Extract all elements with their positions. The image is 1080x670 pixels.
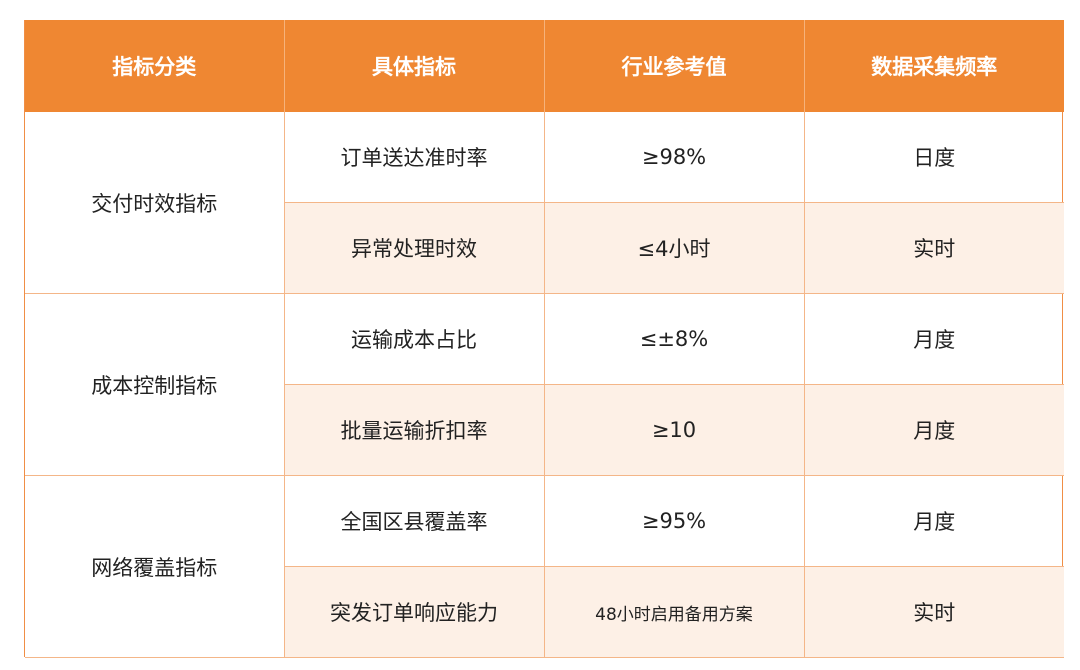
metric-cell: 批量运输折扣率 bbox=[284, 384, 545, 476]
reference-cell: ≤±8% bbox=[544, 293, 805, 385]
kpi-table: 指标分类 具体指标 行业参考值 数据采集频率 交付时效指标 订单送达准时率 ≥9… bbox=[25, 20, 1064, 658]
table-row: 交付时效指标 订单送达准时率 ≥98% 日度 bbox=[25, 112, 1064, 294]
table-row: 批量运输折扣率 ≥10 月度 bbox=[25, 384, 1064, 476]
frequency-cell: 日度 bbox=[804, 112, 1064, 203]
metric-cell: 异常处理时效 bbox=[284, 202, 545, 294]
category-cell: 成本控制指标 bbox=[25, 293, 285, 476]
table-row: 网络覆盖指标 全国区县覆盖率 ≥95% 月度 bbox=[25, 475, 1064, 658]
frequency-cell: 月度 bbox=[804, 475, 1064, 567]
reference-cell: 48小时启用备用方案 bbox=[544, 566, 805, 658]
reference-cell: ≥10 bbox=[544, 384, 805, 476]
metric-cell: 订单送达准时率 bbox=[284, 112, 545, 203]
table-row: 成本控制指标 运输成本占比 ≤±8% 月度 bbox=[25, 293, 1064, 476]
frequency-cell: 月度 bbox=[804, 293, 1064, 385]
table-header: 指标分类 具体指标 行业参考值 数据采集频率 bbox=[25, 20, 1064, 112]
header-metric: 具体指标 bbox=[284, 20, 545, 112]
frequency-cell: 实时 bbox=[804, 202, 1064, 294]
table-body: 交付时效指标 订单送达准时率 ≥98% 日度 异常处理时效 ≤4小时 实时 成本… bbox=[25, 112, 1064, 658]
metric-cell: 运输成本占比 bbox=[284, 293, 545, 385]
table-row: 异常处理时效 ≤4小时 实时 bbox=[25, 202, 1064, 294]
reference-cell: ≤4小时 bbox=[544, 202, 805, 294]
header-row: 指标分类 具体指标 行业参考值 数据采集频率 bbox=[25, 20, 1064, 112]
table-row: 突发订单响应能力 48小时启用备用方案 实时 bbox=[25, 566, 1064, 658]
kpi-table-container: 指标分类 具体指标 行业参考值 数据采集频率 交付时效指标 订单送达准时率 ≥9… bbox=[24, 20, 1064, 658]
metric-cell: 突发订单响应能力 bbox=[284, 566, 545, 658]
metric-cell: 全国区县覆盖率 bbox=[284, 475, 545, 567]
header-reference: 行业参考值 bbox=[544, 20, 805, 112]
reference-cell: ≥98% bbox=[544, 112, 805, 203]
frequency-cell: 实时 bbox=[804, 566, 1064, 658]
reference-cell: ≥95% bbox=[544, 475, 805, 567]
category-cell: 网络覆盖指标 bbox=[25, 475, 285, 658]
header-category: 指标分类 bbox=[25, 20, 285, 112]
category-cell: 交付时效指标 bbox=[25, 112, 285, 294]
header-frequency: 数据采集频率 bbox=[804, 20, 1064, 112]
frequency-cell: 月度 bbox=[804, 384, 1064, 476]
